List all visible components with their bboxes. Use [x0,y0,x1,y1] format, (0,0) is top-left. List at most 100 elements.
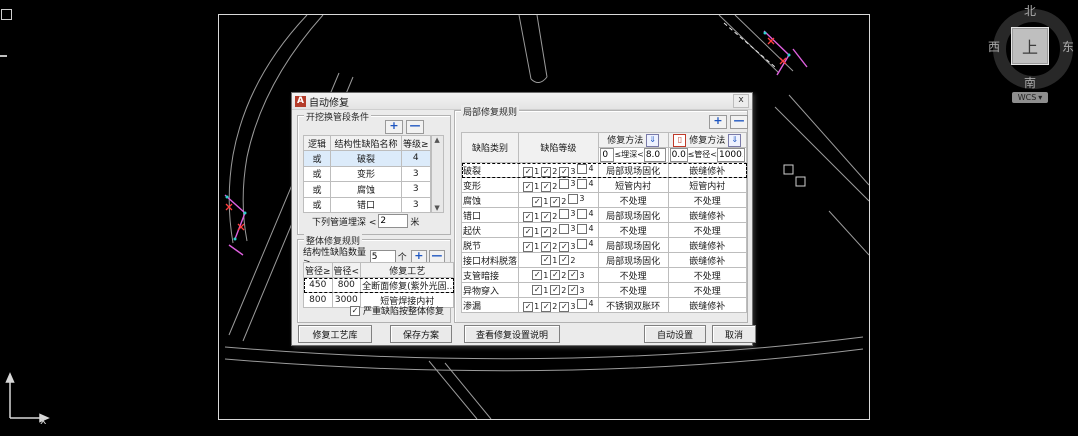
dig-condition-row[interactable]: 或腐蚀 3 [303,181,431,198]
method1-cell[interactable]: 不处理 [597,222,669,238]
dig-condition-row[interactable]: 或错口 3 [303,196,431,213]
defect-name-cell[interactable]: 支管暗接 [460,267,520,283]
local-rule-row[interactable]: 异物穿入 ✓ 1 ✓ 2 ✓ 3 不处理 不处理 [460,282,748,298]
local-rule-row[interactable]: 破裂 ✓ 1 ✓ 2 ✓ 3 4 局部现场固化 嵌缝修补 [460,162,748,178]
table-cell[interactable]: 或 [303,150,331,167]
local-rule-row[interactable]: 接口材料脱落 ✓ 1 ✓ 2 局部现场固化 嵌缝修补 [460,252,748,268]
table-cell[interactable]: 全断面修复(紫外光固.. [360,277,455,293]
defect-name-cell[interactable]: 接口材料脱落 [460,252,520,268]
local-rule-row[interactable]: 变形 ✓ 1 ✓ 2 3 4 短管内衬 短管内衬 [460,177,748,193]
level-checkbox[interactable]: ✓ [523,211,534,222]
level-checkbox[interactable]: ✓ [541,211,552,222]
local-rule-row[interactable]: 错口 ✓ 1 ✓ 2 3 4 局部现场固化 嵌缝修补 [460,207,748,223]
level-checkbox[interactable]: ✓ [559,241,570,252]
defect-name-cell[interactable]: 变形 [460,177,520,193]
level-checkbox[interactable]: ✓ [550,285,561,295]
close-icon[interactable]: x [733,94,749,108]
method2-cell[interactable]: 嵌缝修补 [667,162,748,178]
defect-name-cell[interactable]: 错口 [460,207,520,223]
range1-min-input[interactable] [600,148,615,162]
level-checkbox[interactable]: ✓ [541,255,552,265]
overall-rule-row[interactable]: 450 800 全断面修复(紫外光固.. [303,277,455,293]
viewcube-north[interactable]: 北 [1024,4,1037,18]
level-checkbox[interactable]: ✓ [523,181,534,192]
level-checkbox[interactable] [559,178,570,189]
level-checkbox[interactable] [577,298,588,309]
method1-cell[interactable]: 局部现场固化 [597,237,669,253]
level-checkbox[interactable] [559,223,570,234]
table-cell[interactable]: 腐蚀 [330,181,402,198]
level-checkbox[interactable]: ✓ [568,270,579,280]
dig-condition-row[interactable]: 或破裂 4 [303,150,431,167]
level-checkbox[interactable]: ✓ [550,270,561,280]
level-checkbox[interactable] [577,208,588,219]
local-rule-row[interactable]: 起伏 ✓ 1 ✓ 2 3 4 不处理 不处理 [460,222,748,238]
table-cell[interactable]: 450 [303,277,333,293]
level-checkbox[interactable] [577,238,588,249]
remove-row-button[interactable]: — [406,120,424,134]
table-cell[interactable]: 3 [401,181,431,198]
level-checkbox[interactable] [568,193,579,204]
defect-name-cell[interactable]: 腐蚀 [460,192,520,208]
dig-condition-row[interactable]: 或变形 3 [303,165,431,182]
level-checkbox[interactable]: ✓ [550,196,561,207]
method1-cell[interactable]: 不处理 [597,192,669,208]
overall-checkbox[interactable]: ✓ [350,305,360,316]
level-checkbox[interactable]: ✓ [532,285,543,295]
level-checkbox[interactable]: ✓ [523,166,534,177]
method2-cell[interactable]: 嵌缝修补 [667,297,748,313]
remove-local-rule-button[interactable]: — [730,115,748,129]
repair-library-button[interactable]: 修复工艺库 [298,325,372,343]
method2-cell[interactable]: 嵌缝修补 [667,252,748,268]
viewcube-east[interactable]: 东 [1062,40,1075,54]
level-checkbox[interactable] [577,223,588,234]
wcs-dropdown[interactable]: WCS ▾ [1012,92,1048,103]
level-checkbox[interactable]: ✓ [523,301,534,312]
table-cell[interactable]: 3 [401,165,431,182]
level-checkbox[interactable]: ✓ [568,285,579,295]
table-cell[interactable]: 或 [303,196,331,213]
dialog-titlebar[interactable]: A 自动修复 x [292,93,752,110]
level-checkbox[interactable]: ✓ [541,241,552,252]
overall-rule-row[interactable]: 800 3000 短管焊接内衬 [303,292,455,308]
save-scheme-button[interactable]: 保存方案 [390,325,452,343]
defect-name-cell[interactable]: 异物穿入 [460,282,520,298]
method2-cell[interactable]: 不处理 [667,282,748,298]
auto-setup-button[interactable]: 自动设置 [644,325,706,343]
level-checkbox[interactable]: ✓ [523,241,534,252]
defect-name-cell[interactable]: 起伏 [460,222,520,238]
method1-cell[interactable]: 不处理 [597,267,669,283]
method1-cell[interactable]: 局部现场固化 [597,252,669,268]
table-cell[interactable]: 错口 [330,196,402,213]
level-checkbox[interactable]: ✓ [541,181,552,192]
depth-input[interactable] [378,214,409,228]
local-rule-row[interactable]: 脱节 ✓ 1 ✓ 2 ✓ 3 4 局部现场固化 嵌缝修补 [460,237,748,253]
method1-cell[interactable]: 局部现场固化 [597,162,669,178]
local-rule-row[interactable]: 腐蚀 ✓ 1 ✓ 2 3 不处理 不处理 [460,192,748,208]
table-cell[interactable]: 或 [303,165,331,182]
level-checkbox[interactable]: ✓ [541,226,552,237]
method2-cell[interactable]: 嵌缝修补 [667,207,748,223]
level-checkbox[interactable]: ✓ [532,270,543,280]
range2-max-input[interactable] [716,148,745,162]
method2-cell[interactable]: 嵌缝修补 [667,237,748,253]
local-rule-row[interactable]: 支管暗接 ✓ 1 ✓ 2 ✓ 3 不处理 不处理 [460,267,748,283]
level-checkbox[interactable] [559,208,570,219]
level-checkbox[interactable]: ✓ [541,301,552,312]
level-checkbox[interactable]: ✓ [532,196,543,207]
viewcube-south[interactable]: 南 [1024,76,1037,90]
table-cell[interactable]: 3 [401,196,431,213]
method2-cell[interactable]: 不处理 [667,267,748,283]
method2-cell[interactable]: 不处理 [667,192,748,208]
local-rule-row[interactable]: 渗漏 ✓ 1 ✓ 2 ✓ 3 4 不锈钢双胀环 嵌缝修补 [460,297,748,313]
method1-cell[interactable]: 短管内衬 [597,177,669,193]
table-cell[interactable]: 破裂 [330,150,402,167]
method1-cell[interactable]: 不处理 [597,282,669,298]
viewcube-west[interactable]: 西 [988,40,1001,54]
apply-column-icon[interactable]: ⇓ [646,134,660,147]
view-doc-button[interactable]: 查看修复设置说明 [464,325,560,343]
defect-name-cell[interactable]: 渗漏 [460,297,520,313]
table-cell[interactable]: 800 [303,292,333,308]
method1-cell[interactable]: 不锈钢双胀环 [597,297,669,313]
method2-cell[interactable]: 短管内衬 [667,177,748,193]
